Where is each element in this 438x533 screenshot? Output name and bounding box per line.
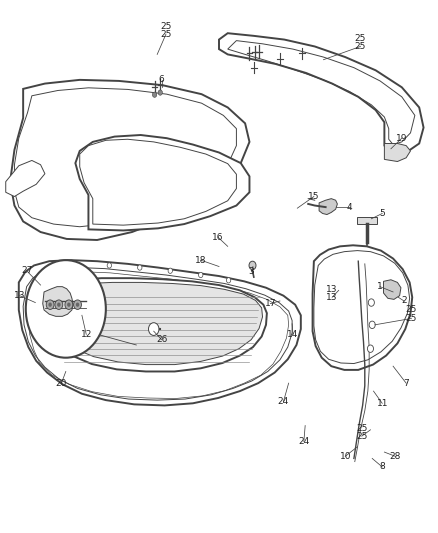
Text: 25: 25 [160, 22, 172, 31]
Circle shape [152, 92, 157, 98]
Circle shape [367, 345, 374, 352]
Polygon shape [49, 282, 262, 365]
Text: 6: 6 [159, 75, 164, 84]
Circle shape [74, 300, 81, 310]
Circle shape [107, 263, 112, 268]
Text: 20: 20 [56, 378, 67, 387]
Circle shape [168, 268, 173, 273]
Text: 1: 1 [377, 282, 383, 291]
Text: 8: 8 [379, 463, 385, 471]
Circle shape [48, 303, 52, 307]
Polygon shape [43, 287, 73, 317]
Text: 25: 25 [356, 432, 367, 441]
Text: 13: 13 [326, 285, 338, 294]
Circle shape [46, 300, 54, 310]
Text: 25: 25 [160, 30, 172, 39]
Text: 13: 13 [326, 293, 338, 302]
Text: 25: 25 [406, 305, 417, 314]
Polygon shape [19, 260, 301, 406]
Polygon shape [319, 199, 337, 215]
Text: 25: 25 [356, 424, 367, 433]
Polygon shape [6, 160, 45, 197]
Circle shape [76, 303, 79, 307]
Text: 3: 3 [249, 268, 254, 276]
Polygon shape [384, 280, 401, 300]
Circle shape [198, 272, 203, 278]
Text: 12: 12 [81, 330, 92, 339]
Text: 19: 19 [396, 134, 407, 143]
Text: 25: 25 [355, 34, 366, 43]
Text: 10: 10 [339, 452, 351, 461]
Text: 26: 26 [156, 335, 167, 344]
Text: 24: 24 [298, 437, 310, 446]
Text: 24: 24 [278, 397, 289, 406]
Text: 28: 28 [389, 452, 401, 461]
Circle shape [249, 261, 256, 270]
Circle shape [369, 321, 375, 328]
Text: 15: 15 [308, 192, 320, 201]
Text: 2: 2 [401, 296, 407, 305]
Circle shape [158, 90, 162, 95]
Polygon shape [385, 143, 410, 161]
Polygon shape [219, 33, 424, 152]
Circle shape [226, 278, 231, 283]
Polygon shape [313, 245, 412, 370]
Text: 25: 25 [406, 314, 417, 323]
Text: 11: 11 [376, 399, 388, 408]
Circle shape [65, 300, 73, 310]
Circle shape [57, 303, 60, 307]
Circle shape [368, 299, 374, 306]
Polygon shape [357, 216, 377, 224]
Text: 13: 13 [14, 291, 25, 300]
Text: 16: 16 [212, 233, 224, 242]
Text: 4: 4 [347, 203, 353, 212]
Text: 18: 18 [195, 256, 206, 265]
Polygon shape [75, 135, 250, 230]
Polygon shape [10, 80, 250, 240]
Circle shape [77, 265, 81, 270]
Circle shape [26, 260, 106, 358]
Circle shape [55, 300, 63, 310]
Text: 7: 7 [403, 378, 409, 387]
Circle shape [138, 265, 142, 270]
Text: 25: 25 [355, 42, 366, 51]
Text: 27: 27 [21, 266, 32, 275]
Text: 14: 14 [287, 330, 299, 339]
Circle shape [148, 322, 159, 335]
Text: 17: 17 [265, 299, 276, 308]
Polygon shape [44, 278, 267, 372]
Circle shape [46, 269, 50, 274]
Text: 5: 5 [379, 209, 385, 218]
Circle shape [67, 303, 71, 307]
